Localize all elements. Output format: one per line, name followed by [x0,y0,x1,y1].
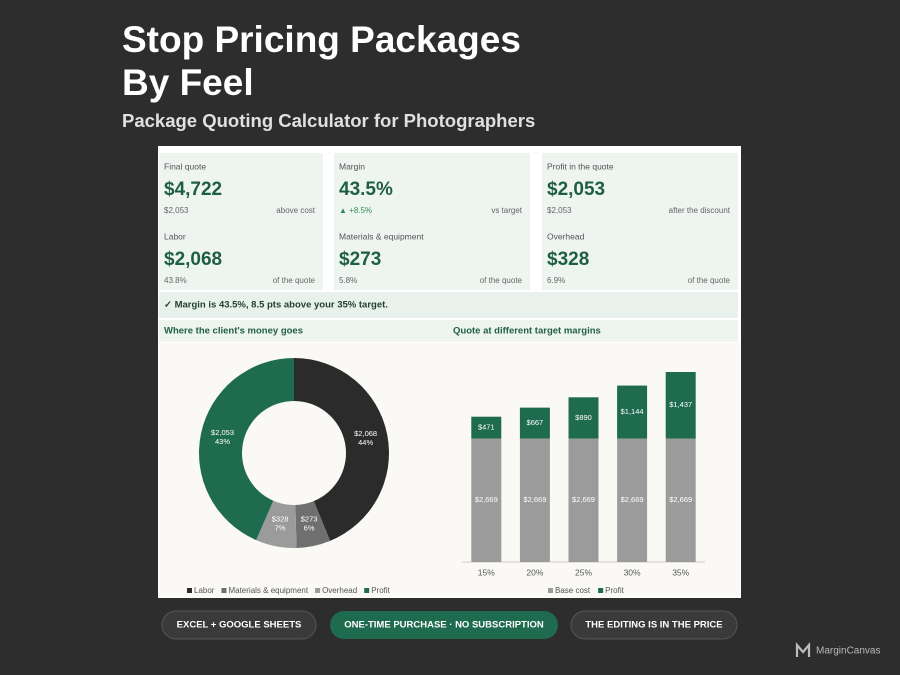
bar-segment [568,438,599,562]
kpi-value: 43.5% [339,179,393,200]
bar-value-label: $2,669 [572,495,595,504]
bar-segment [568,397,599,439]
legend-swatch [315,588,321,593]
kpi-column [542,153,738,290]
bar-value-label: $471 [478,423,495,432]
slice-value-label: $273 [301,514,318,523]
legend-swatch [598,588,604,593]
kpi-value: $328 [547,249,589,270]
x-tick-label: 25% [575,567,592,577]
bar-segment [617,438,648,562]
bar-value-label: $2,669 [475,495,498,504]
bar-value-label: $2,669 [621,495,644,504]
legend-label: Materials & equipment [228,586,308,595]
x-tick-label: 20% [526,567,543,577]
brand-logo [795,642,811,657]
badge [330,611,558,639]
slice-percent-label: 43% [215,437,230,446]
kpi-label: Margin [339,161,365,171]
bar-value-label: $667 [527,418,544,427]
donut-slice [256,500,297,548]
bar-value-label: $890 [575,413,592,422]
title: Stop Pricing Packages [122,19,521,60]
slice-percent-label: 7% [275,524,286,533]
bar-segment [471,416,502,439]
kpi-caption: of the quote [273,276,316,285]
badge [570,610,738,640]
donut-slice [199,358,294,541]
subtitle: Package Quoting Calculator for Photograp… [122,110,535,131]
kpi-label: Final quote [164,161,206,171]
legend-label: Profit [605,586,624,595]
kpi-caption: of the quote [688,276,731,285]
slice-value-label: $328 [272,515,289,524]
bar-value-label: $1,144 [621,407,644,416]
slice-percent-label: 6% [304,523,315,532]
legend-swatch [548,588,553,593]
legend-swatch [221,588,227,593]
banner-text: ✓ Margin is 43.5%, 8.5 pts above your 35… [164,300,388,311]
legend-swatch [187,588,192,593]
kpi-note: 5.8% [339,276,357,285]
kpi-label: Materials & equipment [339,231,424,241]
bar-value-label: $2,669 [523,495,546,504]
section-header [159,320,738,342]
kpi-note: ▲ +8.5% [339,206,372,215]
kpi-note: 6.9% [547,276,565,285]
kpi-column [334,153,530,290]
title: By Feel [122,62,254,103]
section-title: Quote at different target margins [453,326,601,337]
legend-label: Overhead [322,586,357,595]
x-tick-label: 30% [624,567,641,577]
bar-value-label: $2,669 [669,495,692,504]
slice-value-label: $2,053 [211,428,234,437]
bar-value-label: $1,437 [669,400,692,409]
x-tick-label: 35% [672,567,689,577]
bar-segment [617,385,648,439]
kpi-value: $2,053 [547,179,605,200]
legend-label: Labor [194,586,215,595]
x-tick-label: 15% [478,567,495,577]
kpi-note: $2,053 [164,206,189,215]
donut-slice [294,358,389,541]
kpi-label: Labor [164,231,186,241]
kpi-label: Overhead [547,231,585,241]
brand: MarginCanvas [816,646,880,657]
badge-text: THE EDITING IS IN THE PRICE [585,620,722,631]
donut-slice [295,501,331,548]
slice-percent-label: 44% [358,438,373,447]
bar-segment [519,438,550,562]
bar-segment [519,407,550,439]
legend-label: Profit [371,586,390,595]
bar-segment [665,372,696,439]
kpi-note: 43.8% [164,276,187,285]
kpi-caption: above cost [276,206,315,215]
kpi-note: $2,053 [547,206,572,215]
kpi-caption: vs target [491,206,522,215]
kpi-value: $2,068 [164,249,222,270]
kpi-value: $4,722 [164,179,222,200]
kpi-caption: after the discount [669,206,731,215]
section-title: Where the client's money goes [164,326,303,337]
kpi-value: $273 [339,249,381,270]
badge-text: ONE-TIME PURCHASE · NO SUBSCRIPTION [344,620,544,631]
badge-text: EXCEL + GOOGLE SHEETS [177,620,302,631]
kpi-caption: of the quote [480,276,523,285]
slice-value-label: $2,068 [354,429,377,438]
legend-swatch [364,588,370,593]
kpi-column [159,153,323,290]
badge [161,610,317,640]
banner [159,292,738,318]
kpi-label: Profit in the quote [547,161,614,171]
bar-segment [471,438,502,562]
bar-segment [665,438,696,562]
legend-label: Base cost [555,586,591,595]
